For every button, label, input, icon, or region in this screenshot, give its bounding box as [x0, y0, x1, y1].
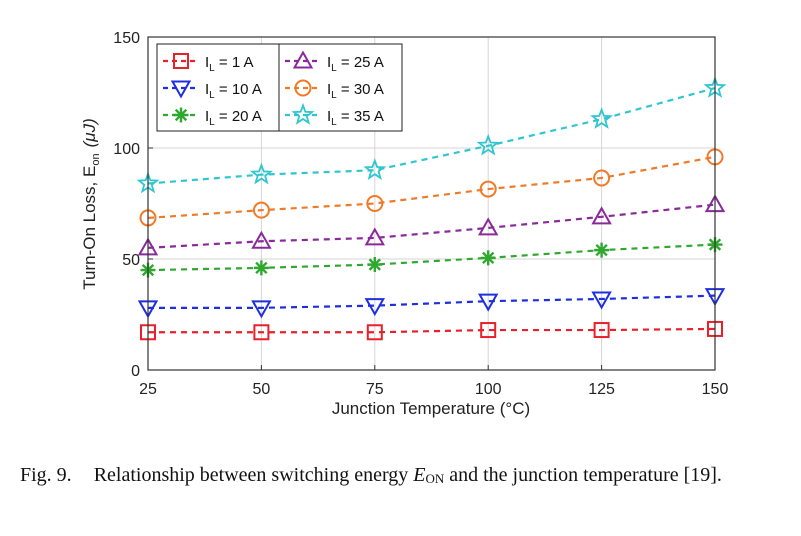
- data-point-square: [366, 324, 383, 341]
- y-axis-label-unit: (μJ): [80, 118, 99, 147]
- legend-marker-square: [173, 53, 189, 69]
- legend-marker-circle: [294, 79, 312, 97]
- y-tick-label: 150: [113, 30, 140, 47]
- figure-caption: Fig. 9. Relationship between switching en…: [20, 462, 780, 492]
- legend-entry-label: IL = 10 A: [205, 81, 262, 101]
- y-axis-label-sub: on: [90, 153, 102, 165]
- data-point-triangle-up: [251, 230, 272, 249]
- caption-text-before: Relationship between switching energy: [93, 464, 414, 486]
- data-point-triangle-down: [477, 293, 499, 312]
- caption-symbol-sub: ON: [425, 471, 445, 486]
- data-point-circle: [479, 180, 497, 198]
- data-point-asterisk: [367, 257, 383, 273]
- data-point-square: [480, 322, 497, 339]
- data-point-triangle-down: [364, 298, 386, 317]
- data-point-star: [590, 107, 614, 129]
- caption-label: Fig. 9.: [20, 464, 72, 486]
- legend-entry-label: IL = 35 A: [327, 108, 384, 128]
- series-line-3: [147, 243, 716, 272]
- legend-marker-triangle-up: [292, 50, 314, 69]
- legend-marker-star: [291, 102, 315, 125]
- x-tick-label: 150: [702, 381, 729, 398]
- x-tick-label: 100: [475, 381, 502, 398]
- y-tick-label: 50: [122, 252, 140, 269]
- plot-frame: [147, 36, 716, 371]
- data-point-square: [253, 324, 270, 341]
- data-point-triangle-up: [364, 227, 386, 246]
- x-tick-label: 50: [253, 381, 271, 398]
- data-point-triangle-up: [591, 206, 612, 225]
- x-tick-label: 125: [588, 381, 615, 398]
- data-point-star: [476, 133, 500, 156]
- data-point-square: [593, 322, 610, 339]
- data-point-triangle-down: [251, 300, 272, 319]
- x-tick-label: 25: [139, 381, 157, 398]
- caption-text-after: and the junction temperature [19].: [444, 464, 722, 486]
- data-point-triangle-up: [477, 217, 499, 236]
- data-point-circle: [593, 169, 611, 187]
- x-axis-label: Junction Temperature (°C): [332, 399, 530, 418]
- data-point-asterisk: [480, 250, 496, 266]
- series-lines: [147, 86, 716, 334]
- caption-symbol: E: [413, 464, 426, 486]
- data-point-triangle-down: [591, 291, 612, 310]
- data-point-star: [363, 158, 387, 180]
- legend-marker-triangle-down: [170, 80, 192, 99]
- axis-ticks: 25 50 75 100 125 150 0 50 100 150: [113, 30, 728, 398]
- y-tick-label: 100: [113, 141, 140, 158]
- series-line-4: [147, 203, 716, 249]
- y-axis-label-main: Turn-On Loss, E: [80, 166, 99, 290]
- legend-marker-asterisk: [173, 107, 189, 123]
- data-point-asterisk: [253, 260, 269, 276]
- data-point-circle: [366, 195, 384, 212]
- y-tick-label: 0: [131, 363, 140, 380]
- data-point-asterisk: [594, 242, 610, 258]
- legend-entry-label: IL = 30 A: [327, 81, 384, 101]
- chart: 25 50 75 100 125 150 0 50 100 150 IL = 1 A IL = 10…: [80, 30, 728, 418]
- legend-entry-label: IL = 25 A: [327, 54, 384, 74]
- legend-entry-label: IL = 1 A: [205, 54, 254, 74]
- data-point-star: [249, 162, 273, 185]
- series-line-5: [147, 155, 716, 220]
- y-axis-label: Turn-On Loss, Eon (μJ): [80, 118, 102, 289]
- data-point-circle: [252, 201, 270, 219]
- x-tick-label: 75: [366, 381, 384, 398]
- legend: IL = 1 A IL = 10 A IL = 20 A IL = 25 A IL = …: [156, 43, 403, 132]
- legend-entry-label: IL = 20 A: [205, 108, 262, 128]
